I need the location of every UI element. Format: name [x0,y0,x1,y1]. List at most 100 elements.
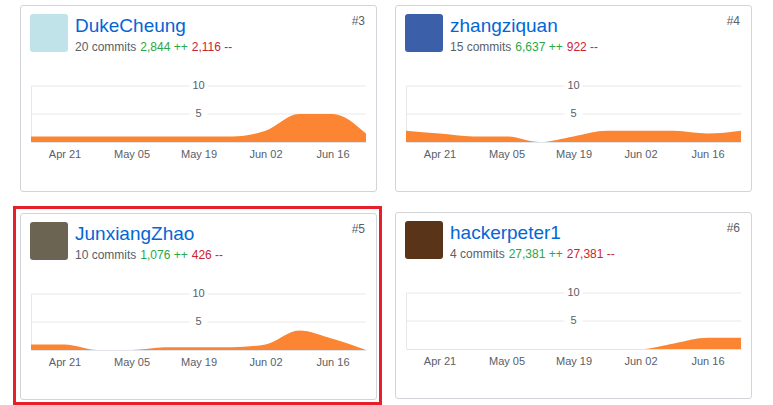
y-tick-label: 10 [567,286,579,298]
commit-count[interactable]: 4 commits [450,247,505,261]
x-tick: Jun 16 [316,350,349,368]
x-tick-label: Jun 02 [624,355,657,367]
deletions: 426 -- [192,248,223,262]
x-tick-label: Apr 21 [49,148,81,160]
x-tick-label: May 05 [489,355,525,367]
x-tick-label: Apr 21 [424,148,456,160]
x-tick-label: Apr 21 [49,356,81,368]
rank: #3 [352,14,365,28]
avatar[interactable] [30,222,68,260]
grid: 5 10 [31,79,366,119]
x-tick: Apr 21 [424,142,456,160]
y-tick-label: 5 [570,314,576,326]
tick-label-bg [565,314,583,326]
x-tick-label: Apr 21 [424,355,456,367]
user-name[interactable]: zhangziquan [450,15,558,37]
contributor-card: hackerpeter1 4 commits 27,381 ++ 27,381 -- #… [395,212,752,399]
y-axis [31,87,32,143]
meta-line: 20 commits 2,844 ++ 2,116 -- [75,40,232,54]
meta-line: 10 commits 1,076 ++ 426 -- [75,248,223,262]
commit-area [31,330,366,350]
commit-count[interactable]: 10 commits [75,248,136,262]
x-tick-label: Jun 16 [691,355,724,367]
tick-label-bg [190,315,208,327]
plot-area [31,330,366,350]
x-tick: Jun 16 [316,142,349,160]
x-tick: May 19 [181,142,217,160]
contributor-card: zhangziquan15 commits6,637 ++922 --#4510… [395,5,752,192]
x-tick-label: May 19 [181,356,217,368]
plot-area [31,114,366,142]
additions: 2,844 ++ [140,40,187,54]
x-tick: Jun 02 [624,142,657,160]
y-tick-label: 5 [195,107,201,119]
commit-area [31,114,366,142]
y-axis-line [406,294,407,350]
x-tick: Jun 02 [249,350,282,368]
x-tick-label: Jun 02 [249,356,282,368]
x-tick: May 05 [114,350,150,368]
x-tick-label: May 19 [556,355,592,367]
user-name[interactable]: hackerpeter1 [450,222,561,244]
x-tick-label: May 19 [181,148,217,160]
user-name[interactable]: JunxiangZhao [75,223,194,245]
x-tick-label: Jun 02 [624,148,657,160]
tick-label-bg [190,287,208,299]
plot-area [406,131,741,142]
commit-count[interactable]: 15 commits [450,40,511,54]
user-name[interactable]: DukeCheung [75,15,186,37]
rank: #6 [727,221,740,235]
x-axis: Apr 21 May 05 May 19 Jun 02 Jun 16 [407,142,742,160]
y-axis [31,295,32,351]
x-tick: May 19 [181,350,217,368]
x-tick: May 05 [489,349,525,367]
additions: 6,637 ++ [515,40,562,54]
tick-label-bg [190,107,208,119]
additions: 27,381 ++ [509,247,563,261]
x-axis: Apr 21May 05May 19Jun 02Jun 16 [32,142,367,160]
card-header: JunxiangZhao 10 commits 1,076 ++ 426 -- #5 [21,214,376,270]
x-tick: Apr 21 [424,349,456,367]
contributor-card: DukeCheung 20 commits 2,844 ++ 2,116 -- #3 5 1… [20,5,377,192]
rank: #5 [352,222,365,236]
x-tick: May 05 [114,142,150,160]
commit-area [406,131,741,142]
tick-label-bg [565,79,583,91]
x-axis-line [32,350,367,351]
commit-area [406,338,741,349]
activity-chart: 510Apr 21May 05May 19Jun 02Jun 16 [21,270,376,398]
y-tick-label: 10 [192,79,204,91]
x-tick: Jun 16 [691,349,724,367]
card-header: zhangziquan15 commits6,637 ++922 --#4 [396,6,751,62]
avatar[interactable] [405,14,443,52]
activity-chart: 510Apr 21May 05May 19Jun 02Jun 16 [21,62,376,190]
meta-line: 4 commits 27,381 ++ 27,381 -- [450,247,615,261]
contributor-card: JunxiangZhao10 commits1,076 ++426 --#551… [20,213,377,400]
x-tick: May 19 [556,142,592,160]
deletions: 27,381 -- [567,247,615,261]
y-axis-line [31,295,32,351]
x-tick-label: May 05 [114,148,150,160]
avatar[interactable] [30,14,68,52]
grid: 5 10 [406,79,741,119]
deletions: 2,116 -- [192,40,232,54]
x-tick: Jun 16 [691,142,724,160]
x-tick-label: May 19 [556,148,592,160]
y-tick-label: 5 [570,107,576,119]
tick-label-bg [565,286,583,298]
x-tick-label: May 05 [114,356,150,368]
avatar[interactable] [405,221,443,259]
x-axis: Apr 21 May 05 May 19 Jun 02 Jun 16 [407,349,742,367]
activity-chart: 5 10 Apr 21 May 05 May 19 Jun 02 Jun 16 [396,269,751,397]
x-tick: May 19 [556,349,592,367]
card-header: hackerpeter1 4 commits 27,381 ++ 27,381 -- #… [396,213,751,269]
x-tick: Jun 02 [624,349,657,367]
y-tick-label: 10 [567,79,579,91]
x-axis-line [32,142,367,143]
commit-count[interactable]: 20 commits [75,40,136,54]
activity-chart: 5 10 Apr 21 May 05 May 19 Jun 02 Jun 16 [396,62,751,190]
additions: 1,076 ++ [140,248,187,262]
rank: #4 [727,14,740,28]
x-axis-line [407,349,742,350]
x-tick: May 05 [489,142,525,160]
